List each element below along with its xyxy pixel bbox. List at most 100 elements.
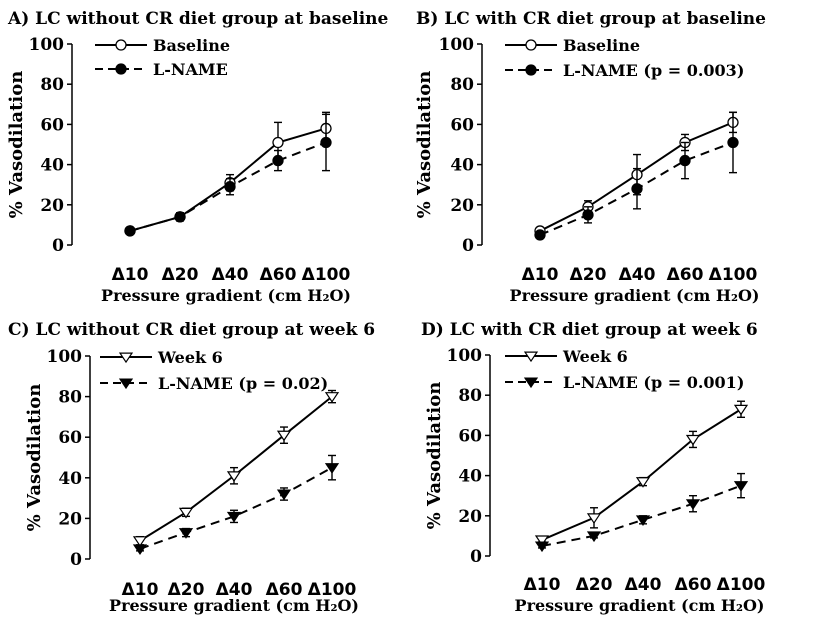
x-tick-label: Δ20 — [570, 265, 607, 285]
data-point — [178, 528, 194, 539]
x-tick-label: Δ40 — [625, 575, 662, 595]
data-point — [582, 209, 594, 221]
legend-marker — [118, 378, 134, 390]
data-point — [132, 544, 148, 556]
series-line-1 — [541, 484, 742, 547]
x-axis-label: Pressure gradient (cm H₂O) — [510, 286, 760, 305]
y-tick-label: 20 — [40, 196, 64, 216]
x-tick-label: Δ40 — [212, 265, 249, 285]
x-tick-label: Δ60 — [675, 575, 712, 595]
data-point — [685, 434, 701, 446]
x-tick-label: Δ20 — [576, 575, 613, 595]
y-tick-label: 80 — [40, 75, 64, 95]
data-point — [178, 507, 194, 519]
data-point — [272, 154, 284, 167]
data-point — [635, 477, 651, 488]
y-axis-label: % Vasodilation — [6, 71, 27, 219]
y-tick-label: 80 — [458, 386, 482, 406]
y-tick-label: 20 — [58, 509, 82, 529]
data-point — [727, 136, 739, 149]
x-tick-label: Δ10 — [112, 265, 149, 285]
legend-label: L-NAME — [153, 60, 228, 79]
legend-marker — [115, 63, 127, 75]
y-tick-label: 100 — [47, 347, 83, 367]
panel-2: C) LC without CR diet group at week 6 0 20… — [8, 320, 375, 615]
panel-title: D) LC with CR diet group at week 6 — [421, 320, 758, 340]
data-point — [733, 481, 749, 492]
legend-label: L-NAME (p = 0.02) — [158, 374, 328, 393]
series-line-1 — [139, 466, 333, 550]
y-tick-label: 40 — [40, 156, 64, 176]
x-tick-label: Δ100 — [709, 265, 758, 285]
legend-label: Baseline — [153, 36, 230, 55]
data-point — [174, 211, 186, 223]
y-tick-label: 0 — [52, 236, 64, 256]
legend-label: L-NAME (p = 0.003) — [563, 61, 744, 80]
y-tick-label: 0 — [70, 550, 82, 570]
y-tick-label: 0 — [470, 547, 482, 567]
y-tick-label: 40 — [58, 469, 82, 489]
x-tick-label: Δ10 — [522, 265, 559, 285]
x-tick-label: Δ60 — [260, 265, 297, 285]
panel-1: B) LC with CR diet group at baseline 0 20 4… — [414, 9, 766, 305]
y-tick-label: 100 — [29, 35, 65, 55]
data-point — [276, 430, 292, 442]
panel-0: A) LC without CR diet group at baseline 0… — [6, 9, 389, 305]
data-point — [586, 531, 602, 543]
data-point — [324, 392, 340, 403]
x-tick-label: Δ20 — [168, 580, 205, 600]
data-point — [635, 515, 651, 527]
legend-label: L-NAME (p = 0.001) — [563, 373, 744, 392]
panel-title: B) LC with CR diet group at baseline — [416, 9, 766, 29]
data-point — [733, 404, 749, 416]
data-point — [132, 536, 148, 547]
data-point — [534, 535, 550, 547]
data-point — [226, 471, 242, 482]
x-tick-label: Δ60 — [667, 265, 704, 285]
legend-label: Week 6 — [562, 347, 628, 366]
x-tick-label: Δ40 — [619, 265, 656, 285]
data-point — [272, 136, 284, 149]
data-point — [324, 463, 340, 474]
data-point — [226, 511, 242, 523]
x-tick-label: Δ100 — [717, 575, 766, 595]
data-point — [534, 541, 550, 553]
y-tick-label: 60 — [40, 115, 64, 135]
legend-marker — [118, 352, 134, 364]
data-point — [586, 513, 602, 524]
legend-marker — [525, 64, 537, 76]
y-axis-label: % Vasodilation — [24, 384, 45, 532]
x-axis-label: Pressure gradient (cm H₂O) — [109, 596, 359, 615]
panel-title: C) LC without CR diet group at week 6 — [8, 320, 375, 340]
x-tick-label: Δ60 — [266, 580, 303, 600]
data-point — [320, 136, 332, 149]
y-tick-label: 20 — [458, 507, 482, 527]
data-point — [679, 154, 691, 167]
x-axis-label: Pressure gradient (cm H₂O) — [515, 596, 765, 615]
panel-3: D) LC with CR diet group at week 6 0 20 40 6… — [421, 320, 765, 615]
x-tick-label: Δ100 — [302, 265, 351, 285]
legend-label: Week 6 — [157, 348, 223, 367]
y-tick-label: 40 — [450, 156, 474, 176]
y-tick-label: 60 — [450, 115, 474, 135]
legend-marker — [525, 39, 537, 51]
x-tick-label: Δ40 — [216, 580, 253, 600]
y-tick-label: 80 — [450, 75, 474, 95]
y-tick-label: 80 — [58, 388, 82, 408]
y-tick-label: 100 — [439, 35, 475, 55]
legend-marker — [523, 377, 539, 389]
legend-marker — [523, 351, 539, 363]
y-tick-label: 60 — [58, 428, 82, 448]
x-tick-label: Δ100 — [308, 580, 357, 600]
x-axis-label: Pressure gradient (cm H₂O) — [101, 286, 351, 305]
data-point — [224, 181, 236, 193]
y-axis-label: % Vasodilation — [424, 382, 445, 530]
legend-marker — [115, 39, 127, 51]
x-tick-label: Δ10 — [122, 580, 159, 600]
legend-label: Baseline — [563, 36, 640, 55]
y-tick-label: 40 — [458, 467, 482, 487]
y-tick-label: 20 — [450, 196, 474, 216]
data-point — [276, 489, 292, 501]
x-tick-label: Δ10 — [524, 575, 561, 595]
